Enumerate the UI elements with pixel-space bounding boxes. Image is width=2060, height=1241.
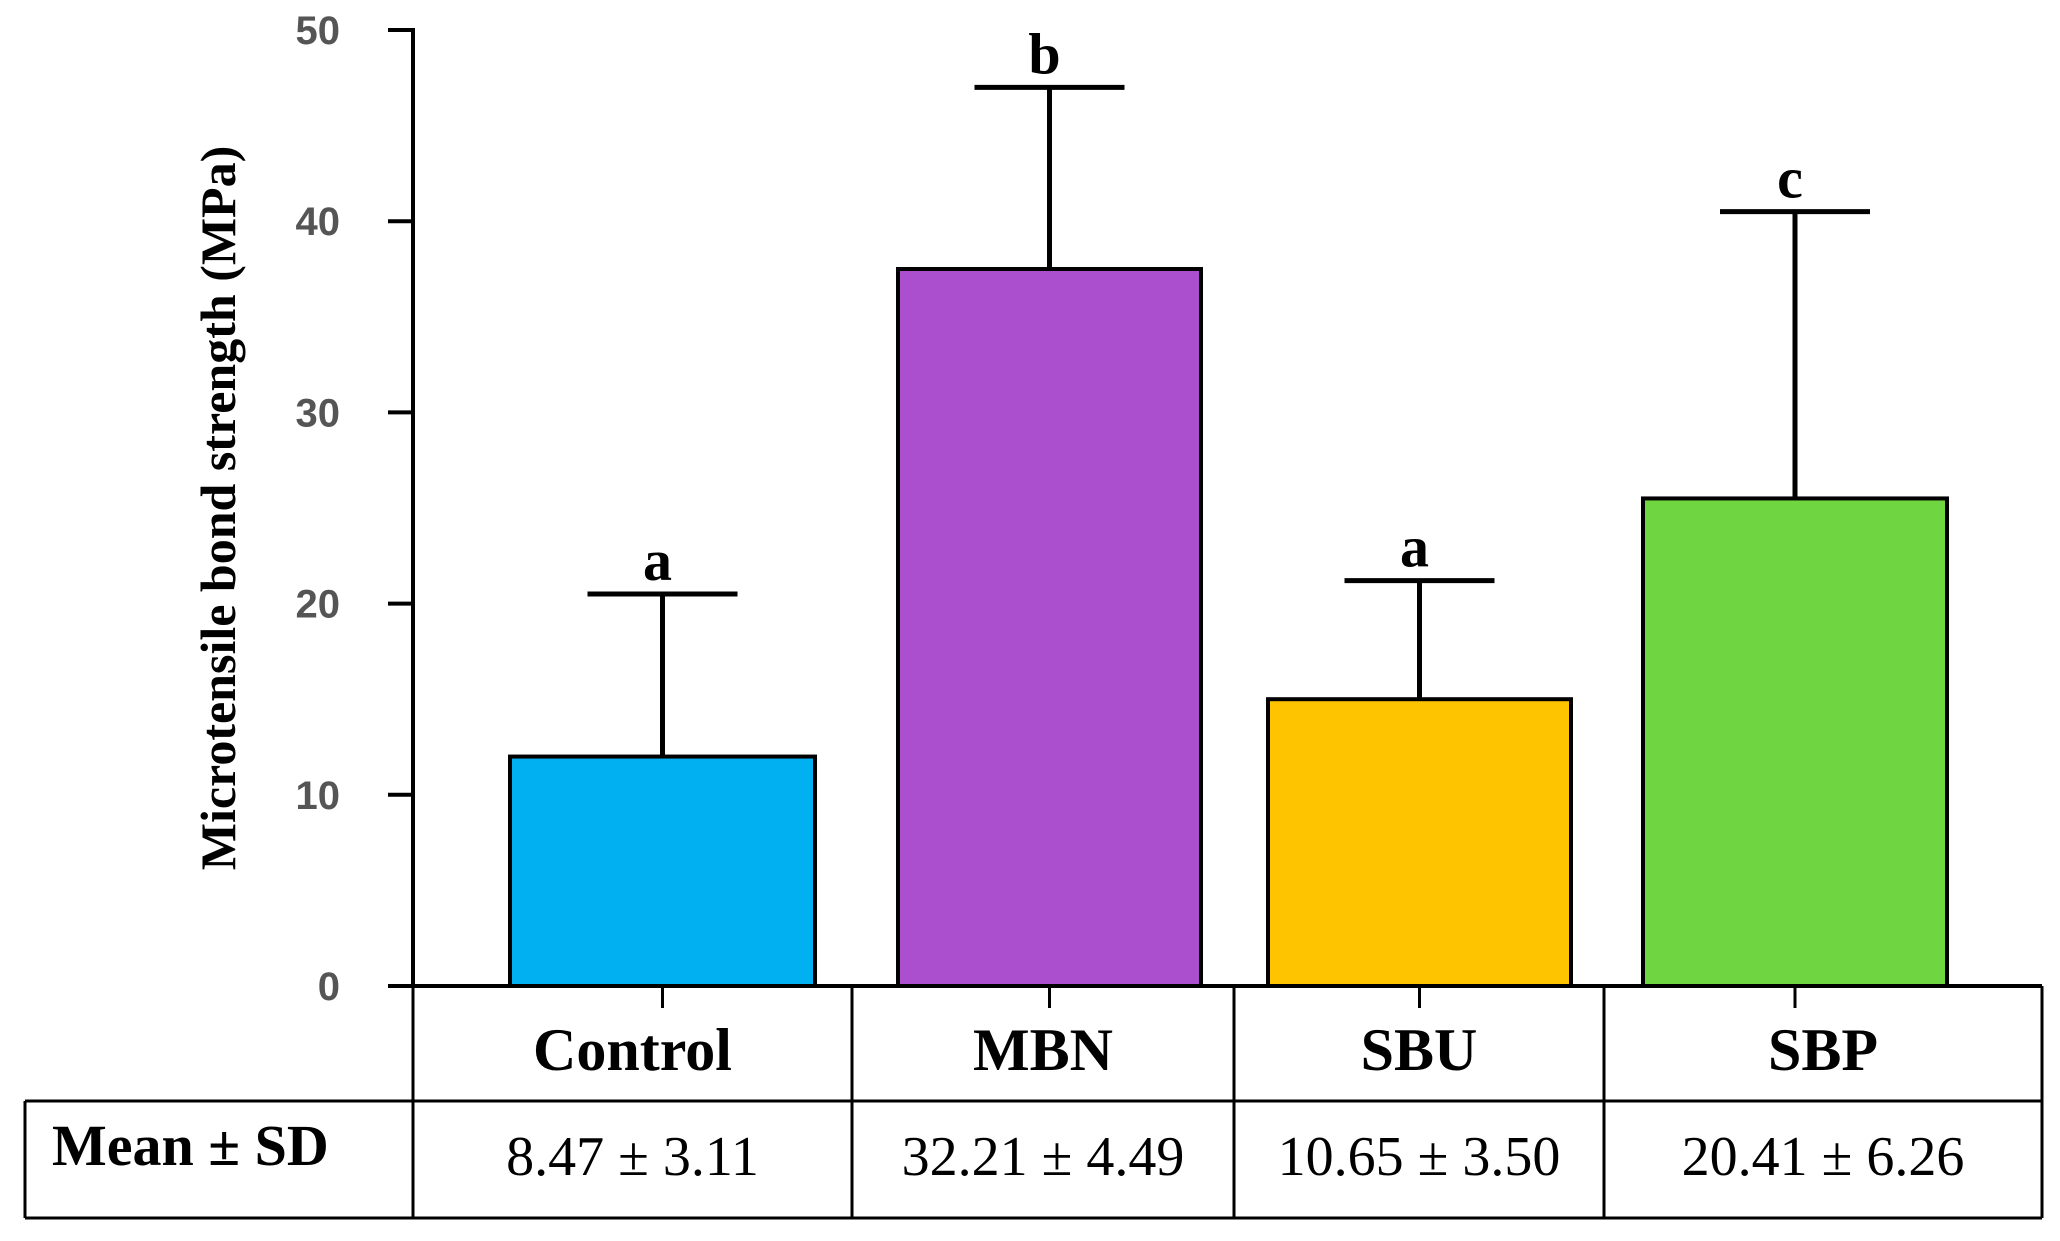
category-label-mbn: MBN <box>973 1017 1113 1083</box>
y-tick-label-50: 50 <box>296 9 341 53</box>
table-row-header: Mean ± SD <box>52 1113 329 1178</box>
significance-letter-control: a <box>643 528 672 593</box>
mean-sd-value-sbp: 20.41 ± 6.26 <box>1682 1126 1965 1188</box>
bar-control <box>508 754 817 988</box>
significance-letter-mbn: b <box>1028 21 1060 86</box>
bar-mbn <box>896 267 1203 988</box>
y-tick-label-10: 10 <box>296 774 341 818</box>
y-tick-label-40: 40 <box>296 200 341 244</box>
category-label-sbu: SBU <box>1361 1017 1478 1083</box>
y-tick-label-30: 30 <box>296 391 341 435</box>
mean-sd-value-control: 8.47 ± 3.11 <box>506 1126 759 1188</box>
significance-letter-sbu: a <box>1400 515 1429 580</box>
significance-letter-sbp: c <box>1777 146 1803 211</box>
bar-sbp <box>1641 496 1949 988</box>
mean-sd-value-mbn: 32.21 ± 4.49 <box>902 1126 1185 1188</box>
mean-sd-value-sbu: 10.65 ± 3.50 <box>1278 1126 1561 1188</box>
category-label-sbp: SBP <box>1768 1017 1878 1083</box>
y-tick-label-0: 0 <box>318 965 340 1009</box>
y-axis-label: Microtensile bond strength (MPa) <box>190 146 246 870</box>
category-label-control: Control <box>533 1017 732 1083</box>
y-tick-label-20: 20 <box>296 583 341 627</box>
bar-sbu <box>1266 697 1573 988</box>
